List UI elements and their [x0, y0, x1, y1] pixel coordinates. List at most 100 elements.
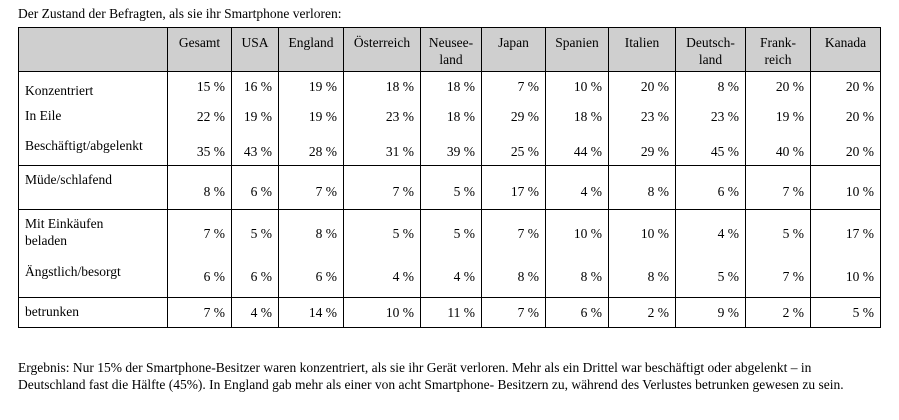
table-cell: 4 % — [675, 209, 746, 258]
table-cell: 9 % — [675, 297, 746, 328]
row-label: Beschäftigt/abgelenkt — [18, 131, 168, 166]
table-cell: 6 % — [545, 297, 609, 328]
table-cell: 5 % — [420, 165, 482, 210]
table-cell: 7 % — [745, 165, 811, 210]
table-cell: 4 % — [420, 257, 482, 298]
table-cell: 45 % — [675, 131, 746, 166]
table-cell: 10 % — [545, 209, 609, 258]
table-cell: 31 % — [343, 131, 421, 166]
table-cell: 19 % — [278, 101, 344, 132]
table-row: betrunken 7 % 4 % 14 % 10 % 11 % 7 % 6 % 2 % 9 % 2… — [18, 297, 881, 328]
table-cell: 7 % — [278, 165, 344, 210]
table-cell: 17 % — [810, 209, 881, 258]
column-header: Gesamt — [167, 27, 232, 72]
column-header: Frank-reich — [745, 27, 811, 72]
table-cell: 7 % — [745, 257, 811, 298]
table-cell: 14 % — [278, 297, 344, 328]
column-header: Italien — [608, 27, 676, 72]
table-cell: 17 % — [481, 165, 546, 210]
table-row: Beschäftigt/abgelenkt 35 % 43 % 28 % 31 % 39 … — [18, 131, 881, 166]
row-label-text: Ängstlich/besorgt — [25, 263, 121, 279]
table-row: Mit Einkäufen beladen 7 % 5 % 8 % 5 % 5 % 7 % 10… — [18, 209, 881, 258]
table-cell: 8 % — [675, 71, 746, 102]
table-cell: 5 % — [810, 297, 881, 328]
column-header: Österreich — [343, 27, 421, 72]
row-label-text: Müde/schlafend — [25, 172, 112, 187]
row-label: In Eile — [18, 101, 168, 132]
table-cell: 25 % — [481, 131, 546, 166]
table-body: Konzentriert 15 % 16 % 19 % 18 % 18 % 7 % 10 % 2… — [18, 71, 881, 328]
table-cell: 5 % — [231, 209, 279, 258]
table-caption: Der Zustand der Befragten, als sie ihr S… — [18, 6, 342, 21]
table-cell: 20 % — [810, 101, 881, 132]
table-cell: 16 % — [231, 71, 279, 102]
column-header: Kanada — [810, 27, 881, 72]
table-cell: 20 % — [810, 71, 881, 102]
table-cell: 10 % — [810, 257, 881, 298]
column-header: England — [278, 27, 344, 72]
table-cell: 40 % — [745, 131, 811, 166]
table-cell: 18 % — [545, 101, 609, 132]
table-cell: 19 % — [745, 101, 811, 132]
table-cell: 22 % — [167, 101, 232, 132]
table-cell: 6 % — [231, 257, 279, 298]
table-cell: 6 % — [231, 165, 279, 210]
table-cell: 6 % — [278, 257, 344, 298]
table-cell: 4 % — [545, 165, 609, 210]
row-label-text: betrunken — [25, 304, 79, 319]
table-cell: 8 % — [167, 165, 232, 210]
table-cell: 15 % — [167, 71, 232, 102]
result-paragraph: Ergebnis: Nur 15% der Smartphone-Besitze… — [18, 360, 844, 392]
table-cell: 7 % — [343, 165, 421, 210]
table-cell: 43 % — [231, 131, 279, 166]
table-cell: 6 % — [675, 165, 746, 210]
table-cell: 35 % — [167, 131, 232, 166]
column-header: Spanien — [545, 27, 609, 72]
header-corner — [18, 27, 168, 72]
survey-table: Gesamt USA England Österreich Neusee-land Jap… — [18, 27, 881, 328]
table-row: Ängstlich/besorgt 6 % 6 % 6 % 4 % 4 % 8 % 8 % 8 … — [18, 257, 881, 298]
table-cell: 5 % — [745, 209, 811, 258]
table-cell: 23 % — [608, 101, 676, 132]
column-header: USA — [231, 27, 279, 72]
table-cell: 5 % — [420, 209, 482, 258]
table-cell: 20 % — [745, 71, 811, 102]
row-label: Müde/schlafend — [18, 165, 168, 210]
table-cell: 10 % — [343, 297, 421, 328]
table-cell: 8 % — [545, 257, 609, 298]
column-header: Deutsch-land — [675, 27, 746, 72]
table-cell: 7 % — [167, 297, 232, 328]
table-cell: 10 % — [545, 71, 609, 102]
row-label: Konzentriert — [18, 71, 168, 102]
row-label-text: Konzentriert — [25, 83, 94, 98]
table-cell: 23 % — [343, 101, 421, 132]
table-cell: 8 % — [278, 209, 344, 258]
table-cell: 10 % — [608, 209, 676, 258]
table-row: In Eile 22 % 19 % 19 % 23 % 18 % 29 % 18 % 23 % 2… — [18, 101, 881, 132]
table-cell: 5 % — [343, 209, 421, 258]
table-row: Konzentriert 15 % 16 % 19 % 18 % 18 % 7 % 10 % 2… — [18, 71, 881, 102]
row-label: betrunken — [18, 297, 168, 328]
table-cell: 20 % — [810, 131, 881, 166]
table-cell: 5 % — [675, 257, 746, 298]
table-cell: 20 % — [608, 71, 676, 102]
column-header: Japan — [481, 27, 546, 72]
table-cell: 6 % — [167, 257, 232, 298]
table-cell: 11 % — [420, 297, 482, 328]
table-cell: 18 % — [420, 101, 482, 132]
column-header: Neusee-land — [420, 27, 482, 72]
row-label-text: Mit Einkäufen beladen — [25, 216, 104, 248]
header-row: Gesamt USA England Österreich Neusee-land Jap… — [18, 27, 881, 72]
table-cell: 29 % — [481, 101, 546, 132]
table-cell: 10 % — [810, 165, 881, 210]
table-cell: 7 % — [481, 209, 546, 258]
table-cell: 7 % — [481, 71, 546, 102]
table-cell: 7 % — [167, 209, 232, 258]
table-cell: 18 % — [420, 71, 482, 102]
table-cell: 8 % — [481, 257, 546, 298]
table-row: Müde/schlafend 8 % 6 % 7 % 7 % 5 % 17 % 4 % 8 % 6… — [18, 165, 881, 210]
row-label: Mit Einkäufen beladen — [18, 209, 168, 258]
row-label-text: In Eile — [25, 107, 62, 123]
table-cell: 4 % — [343, 257, 421, 298]
table-cell: 28 % — [278, 131, 344, 166]
